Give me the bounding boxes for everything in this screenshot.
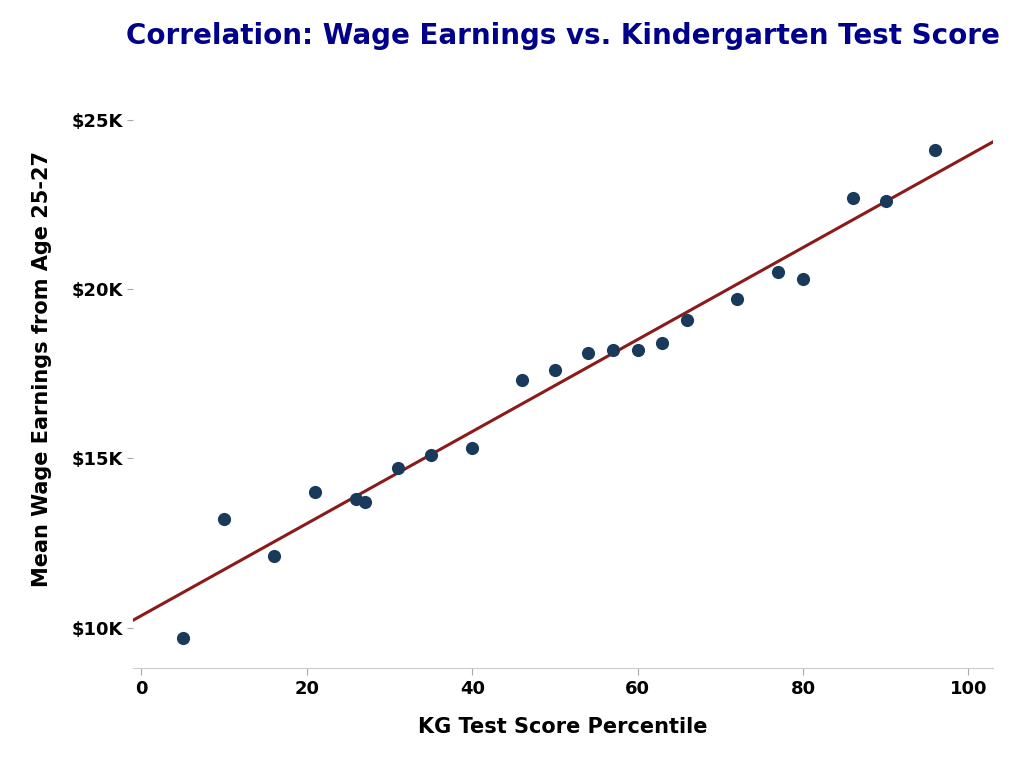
Point [604, 344, 621, 356]
Point [265, 551, 282, 563]
Y-axis label: Mean Wage Earnings from Age 25-27: Mean Wage Earnings from Age 25-27 [32, 151, 52, 587]
Point [770, 266, 786, 278]
Point [389, 462, 406, 475]
Point [927, 144, 943, 157]
Title: Correlation: Wage Earnings vs. Kindergarten Test Score: Correlation: Wage Earnings vs. Kindergar… [126, 22, 1000, 50]
Point [845, 191, 861, 204]
Point [654, 337, 671, 349]
Point [878, 195, 894, 207]
Point [216, 513, 232, 525]
Point [547, 364, 563, 376]
Point [795, 273, 811, 285]
Point [307, 486, 324, 498]
Point [580, 347, 596, 359]
Point [348, 493, 365, 505]
Point [174, 631, 190, 644]
Point [630, 344, 646, 356]
X-axis label: KG Test Score Percentile: KG Test Score Percentile [419, 717, 708, 737]
Point [729, 293, 745, 306]
Point [679, 313, 695, 326]
Point [356, 496, 373, 508]
Point [464, 442, 480, 455]
Point [514, 374, 530, 386]
Point [423, 449, 439, 461]
